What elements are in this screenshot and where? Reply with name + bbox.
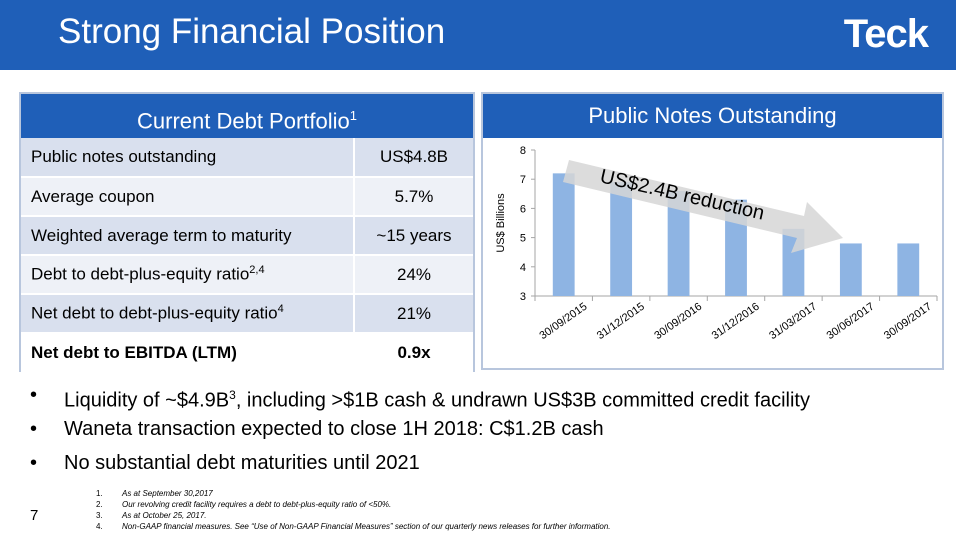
table-row: Average coupon 5.7%	[21, 177, 473, 217]
x-tick-label: 30/06/2017	[825, 301, 877, 342]
table-row: Net debt to EBITDA (LTM) 0.9x	[21, 333, 473, 373]
metric-label: Public notes outstanding	[31, 147, 217, 166]
x-tick-label: 30/09/2015	[537, 301, 589, 342]
debt-portfolio-header: Current Debt Portfolio1	[21, 94, 473, 138]
table-row: Net debt to debt-plus-equity ratio4 21%	[21, 294, 473, 334]
metric-cell: Debt to debt-plus-equity ratio2,4	[21, 255, 355, 295]
footnote: 2. Our revolving credit facility requires…	[96, 499, 611, 510]
x-tick-label: 30/09/2016	[652, 301, 704, 342]
metric-label: Weighted average term to maturity	[31, 225, 292, 245]
value-cell: US$4.8B	[354, 138, 473, 178]
metric-cell: Net debt to debt-plus-equity ratio4	[21, 294, 355, 334]
footnote-text: Our revolving credit facility requires a…	[122, 500, 392, 509]
footnote-number: 4.	[96, 522, 103, 531]
debt-portfolio-panel: Current Debt Portfolio1 Public notes out…	[19, 92, 475, 373]
slide-title: Strong Financial Position	[58, 12, 446, 51]
value-cell: 21%	[354, 294, 473, 334]
bullet-marker: •	[30, 384, 38, 406]
bullet-item: • Liquidity of ~$4.9B3, including >$1B c…	[30, 380, 810, 414]
footnote: 4. Non-GAAP financial measures. See “Use …	[96, 521, 611, 532]
debt-table: Public notes outstanding US$4.8B Average…	[21, 138, 473, 373]
metric-label: Net debt to EBITDA (LTM)	[31, 342, 237, 362]
table-row: Debt to debt-plus-equity ratio2,4 24%	[21, 255, 473, 295]
y-tick-label: 7	[520, 174, 526, 186]
bullet-text: Waneta transaction expected to close 1H …	[64, 418, 604, 440]
table-row: Weighted average term to maturity ~15 ye…	[21, 216, 473, 256]
metric-label: Average coupon	[31, 186, 155, 206]
y-axis-label: US$ Billions	[495, 193, 507, 253]
footnote-text: As at October 25, 2017.	[122, 511, 207, 520]
metric-cell: Average coupon	[21, 177, 355, 217]
bar	[552, 173, 575, 296]
x-tick-label: 31/12/2016	[710, 301, 762, 342]
footnote-number: 1.	[96, 489, 103, 498]
bar	[897, 243, 920, 296]
footnote-ref: 3	[229, 388, 236, 402]
footnote-ref: 2,4	[249, 264, 265, 277]
bullet-marker: •	[30, 418, 38, 440]
y-tick-label: 3	[520, 291, 526, 303]
bullet-list: • Liquidity of ~$4.9B3, including >$1B c…	[30, 380, 810, 482]
bullet-text-cont: , including >$1B cash & undrawn US$3B co…	[235, 389, 810, 412]
footnote-text: Non-GAAP financial measures. See “Use of…	[122, 522, 611, 531]
footnote-ref: 4	[277, 303, 284, 316]
metric-cell: Public notes outstanding	[21, 138, 355, 178]
y-tick-label: 4	[520, 262, 526, 274]
bar	[610, 182, 633, 296]
footnote: 1. As at September 30,2017	[96, 488, 611, 499]
bar	[839, 243, 862, 296]
footnotes: 1. As at September 30,2017 2. Our revolvin…	[96, 488, 611, 532]
y-tick-label: 5	[520, 233, 526, 245]
y-tick-label: 6	[520, 203, 526, 215]
chart-area: 3 4 5 6 7 8 US$ Billions US$2.4B reduction 30/09…	[483, 138, 942, 368]
footnote: 3. As at October 25, 2017.	[96, 510, 611, 521]
y-tick-label: 8	[520, 145, 526, 157]
footnote-text: As at September 30,2017	[122, 489, 213, 498]
bullet-marker: •	[30, 452, 38, 474]
value-cell: 0.9x	[354, 333, 473, 373]
debt-portfolio-title: Current Debt Portfolio	[137, 108, 350, 134]
footnote-number: 3.	[96, 511, 103, 520]
reduction-arrow	[563, 160, 843, 253]
bar	[667, 190, 690, 296]
teck-logo: Teck	[843, 12, 929, 56]
metric-label: Debt to debt-plus-equity ratio	[31, 264, 250, 284]
title-bar: Strong Financial Position Teck	[0, 0, 956, 70]
value-cell: 24%	[354, 255, 473, 295]
table-row: Public notes outstanding US$4.8B	[21, 138, 473, 178]
metric-cell: Net debt to EBITDA (LTM)	[21, 333, 355, 373]
x-tick-label: 30/09/2017	[882, 301, 934, 342]
bullet-text: Liquidity of ~$4.9B	[64, 389, 230, 412]
value-cell: ~15 years	[354, 216, 473, 256]
metric-cell: Weighted average term to maturity	[21, 216, 355, 256]
bullet-text: No substantial debt maturities until 202…	[64, 452, 420, 474]
header-footnote-ref: 1	[349, 108, 357, 123]
bullet-item: • No substantial debt maturities until 2…	[30, 448, 810, 482]
page-number: 7	[30, 507, 39, 524]
x-tick-label: 31/12/2015	[595, 301, 647, 342]
bullet-item: • Waneta transaction expected to close 1…	[30, 414, 810, 448]
value-cell: 5.7%	[354, 177, 473, 217]
public-notes-panel: Public Notes Outstanding 3 4 5 6 7 8 US$ Billi…	[481, 92, 944, 370]
footnote-number: 2.	[96, 500, 103, 509]
x-tick-label: 31/03/2017	[767, 301, 819, 342]
metric-label: Net debt to debt-plus-equity ratio	[31, 303, 278, 323]
public-notes-header: Public Notes Outstanding	[483, 94, 942, 138]
